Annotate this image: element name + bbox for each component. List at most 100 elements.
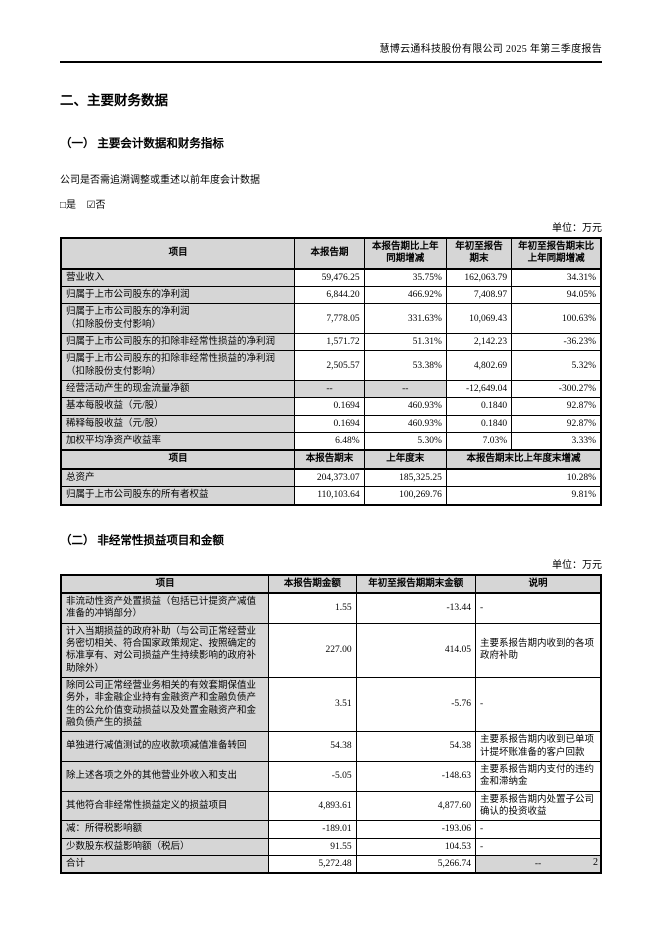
item-label-cell: 除同公司正常经营业务相关的有效套期保值业务外，非金融企业持有金融资产和金融负债产… xyxy=(60,676,270,733)
value-cell: 227.00 xyxy=(268,622,357,678)
note-cell: 主要系报告期内收到已单项计提坏账准备的客户回款 xyxy=(475,731,602,762)
value-cell: -13.44 xyxy=(355,592,477,624)
unit-label-table2: 单位：万元 xyxy=(552,559,602,571)
key-financials-table: 项目 本报告期 本报告期比上年同期增减 年初至报告期末 年初至报告期末比上年同期增减 营业… xyxy=(60,237,602,506)
value-cell: 53.38% xyxy=(363,350,447,382)
value-cell: -300.27% xyxy=(511,380,602,399)
table-row: 计入当期损益的政府补助（与公司正常经营业务密切相关、符合国家政策规定、按照确定的… xyxy=(60,622,602,678)
note-cell: - xyxy=(475,592,602,624)
checkbox-unchecked-yes-icon: □是 xyxy=(60,200,77,211)
item-label-cell: 归属于上市公司股东的净利润 （扣除股份支付影响） xyxy=(60,303,296,335)
table-row: 减：所得税影响额 -189.01 -193.06- xyxy=(60,820,602,839)
value-cell: 1,571.72 xyxy=(294,333,365,352)
table-header-row: 项目 本报告期 本报告期比上年同期增减 年初至报告期末 年初至报告期末比上年同期增减 xyxy=(60,237,602,270)
value-cell: 1.55 xyxy=(268,592,357,624)
restatement-options: □是 ☑否 xyxy=(60,196,602,211)
value-cell: -193.06 xyxy=(355,820,477,839)
table-row: 单独进行减值测试的应收款项减值准备转回 54.38 54.38 主要系报告期内收到已单… xyxy=(60,731,602,762)
note-cell: 主要系报告期内支付的违约金和滞纳金 xyxy=(475,760,602,792)
value-cell: 6,844.20 xyxy=(294,286,365,305)
column-header-cell: 项目 xyxy=(60,573,270,594)
subsection-title-non-recurring-items: （二） 非经常性损益项目和金额 xyxy=(60,534,224,547)
item-label-cell: 归属于上市公司股东的净利润 xyxy=(60,286,296,305)
value-cell: 7,408.97 xyxy=(445,286,513,305)
value-cell: 4,877.60 xyxy=(355,790,477,822)
note-cell: - xyxy=(475,837,602,857)
value-cell: 4,893.61 xyxy=(268,790,357,822)
table-row: 基本每股收益（元/股） 0.1694 460.93% 0.1840 92.87% xyxy=(60,397,602,416)
value-cell: -- xyxy=(294,380,365,399)
item-label-cell: 单独进行减值测试的应收款项减值准备转回 xyxy=(60,731,270,762)
value-cell: 0.1840 xyxy=(445,397,513,416)
value-cell: 92.87% xyxy=(511,414,602,434)
value-cell: 10.28% xyxy=(445,468,602,488)
header-divider xyxy=(60,61,602,63)
note-cell: - xyxy=(475,820,602,839)
section-title-main-financial-data: 二、主要财务数据 xyxy=(60,93,168,108)
value-cell: 100,269.76 xyxy=(363,486,447,505)
value-cell: 460.93% xyxy=(363,397,447,416)
non-recurring-items-table: 项目 本报告期金额 年初至报告期期末金额 说明 非流动性资产处置损益（包括已计提资产减值… xyxy=(60,573,602,875)
value-cell: -36.23% xyxy=(511,333,602,352)
value-cell: 7,778.05 xyxy=(294,303,365,335)
item-label-cell: 合计 xyxy=(60,855,270,874)
table-row: 归属于上市公司股东的净利润 6,844.20 466.92% 7,408.97 94.0… xyxy=(60,286,602,305)
value-cell: 3.33% xyxy=(511,432,602,451)
column-header-cell: 年初至报告期期末金额 xyxy=(355,573,477,594)
table-row: 加权平均净资产收益率 6.48% 5.30% 7.03% 3.33% xyxy=(60,432,602,451)
value-cell: 0.1694 xyxy=(294,397,365,416)
value-cell: 94.05% xyxy=(511,286,602,305)
column-header-cell: 项目 xyxy=(60,449,296,470)
table-row: 稀释每股收益（元/股） 0.1694 460.93% 0.1840 92.87% xyxy=(60,414,602,434)
table-row: 除上述各项之外的其他营业外收入和支出 -5.05 -148.63 主要系报告期内支付的… xyxy=(60,760,602,792)
value-cell: 331.63% xyxy=(363,303,447,335)
item-label-cell: 减：所得税影响额 xyxy=(60,820,270,839)
column-header-cell: 年初至报告期末 xyxy=(445,237,513,270)
note-cell: 主要系报告期内收到的各项政府补助 xyxy=(475,622,602,678)
item-label-cell: 归属于上市公司股东的扣除非经常性损益的净利润 xyxy=(60,333,296,352)
value-cell: 34.31% xyxy=(511,268,602,288)
column-header-cell: 本报告期末 xyxy=(294,449,365,470)
item-label-cell: 归属于上市公司股东的扣除非经常性损益的净利润 （扣除股份支付影响） xyxy=(60,350,296,382)
value-cell: 6.48% xyxy=(294,432,365,451)
table-row: 归属于上市公司股东的扣除非经常性损益的净利润 1,571.72 51.31% 2,14… xyxy=(60,333,602,352)
item-label-cell: 营业收入 xyxy=(60,268,296,288)
value-cell: -189.01 xyxy=(268,820,357,839)
value-cell: 5.30% xyxy=(363,432,447,451)
value-cell: 466.92% xyxy=(363,286,447,305)
table-subheader-row: 项目 本报告期末 上年度末 本报告期末比上年度末增减 xyxy=(60,449,602,470)
column-header-cell: 本报告期 xyxy=(294,237,365,270)
value-cell: -- xyxy=(363,380,447,399)
note-cell: 主要系报告期内处置子公司确认的投资收益 xyxy=(475,790,602,822)
value-cell: 0.1840 xyxy=(445,414,513,434)
value-cell: 414.05 xyxy=(355,622,477,678)
value-cell: 100.63% xyxy=(511,303,602,335)
value-cell: 92.87% xyxy=(511,397,602,416)
column-header-cell: 本报告期比上年同期增减 xyxy=(363,237,447,270)
value-cell: -5.05 xyxy=(268,760,357,792)
column-header-cell: 项目 xyxy=(60,237,296,270)
value-cell: 2,142.23 xyxy=(445,333,513,352)
value-cell: 460.93% xyxy=(363,414,447,434)
column-header-cell: 本报告期末比上年度末增减 xyxy=(445,449,602,470)
item-label-cell: 非流动性资产处置损益（包括已计提资产减值准备的冲销部分） xyxy=(60,592,270,624)
value-cell: 54.38 xyxy=(268,731,357,762)
item-label-cell: 基本每股收益（元/股） xyxy=(60,397,296,416)
table-row: 营业收入 59,476.25 35.75% 162,063.79 34.31% xyxy=(60,268,602,288)
page-number: 2 xyxy=(593,857,598,868)
note-cell: -- xyxy=(475,855,602,874)
value-cell: 3.51 xyxy=(268,676,357,733)
unit-label-table1: 单位：万元 xyxy=(552,223,602,234)
column-header-cell: 年初至报告期末比上年同期增减 xyxy=(511,237,602,270)
value-cell: 104.53 xyxy=(355,837,477,857)
item-label-cell: 总资产 xyxy=(60,468,296,488)
value-cell: 35.75% xyxy=(363,268,447,288)
table-row: 归属于上市公司股东的扣除非经常性损益的净利润 （扣除股份支付影响） 2,505.5… xyxy=(60,350,602,382)
item-label-cell: 计入当期损益的政府补助（与公司正常经营业务密切相关、符合国家政策规定、按照确定的… xyxy=(60,622,270,678)
table-row: 少数股东权益影响额（税后） 91.55 104.53- xyxy=(60,837,602,857)
table-header-row: 项目 本报告期金额 年初至报告期期末金额 说明 xyxy=(60,573,602,594)
column-header-cell: 上年度末 xyxy=(363,449,447,470)
item-label-cell: 加权平均净资产收益率 xyxy=(60,432,296,451)
report-header-title: 慧博云通科技股份有限公司 2025 年第三季度报告 xyxy=(379,44,602,55)
